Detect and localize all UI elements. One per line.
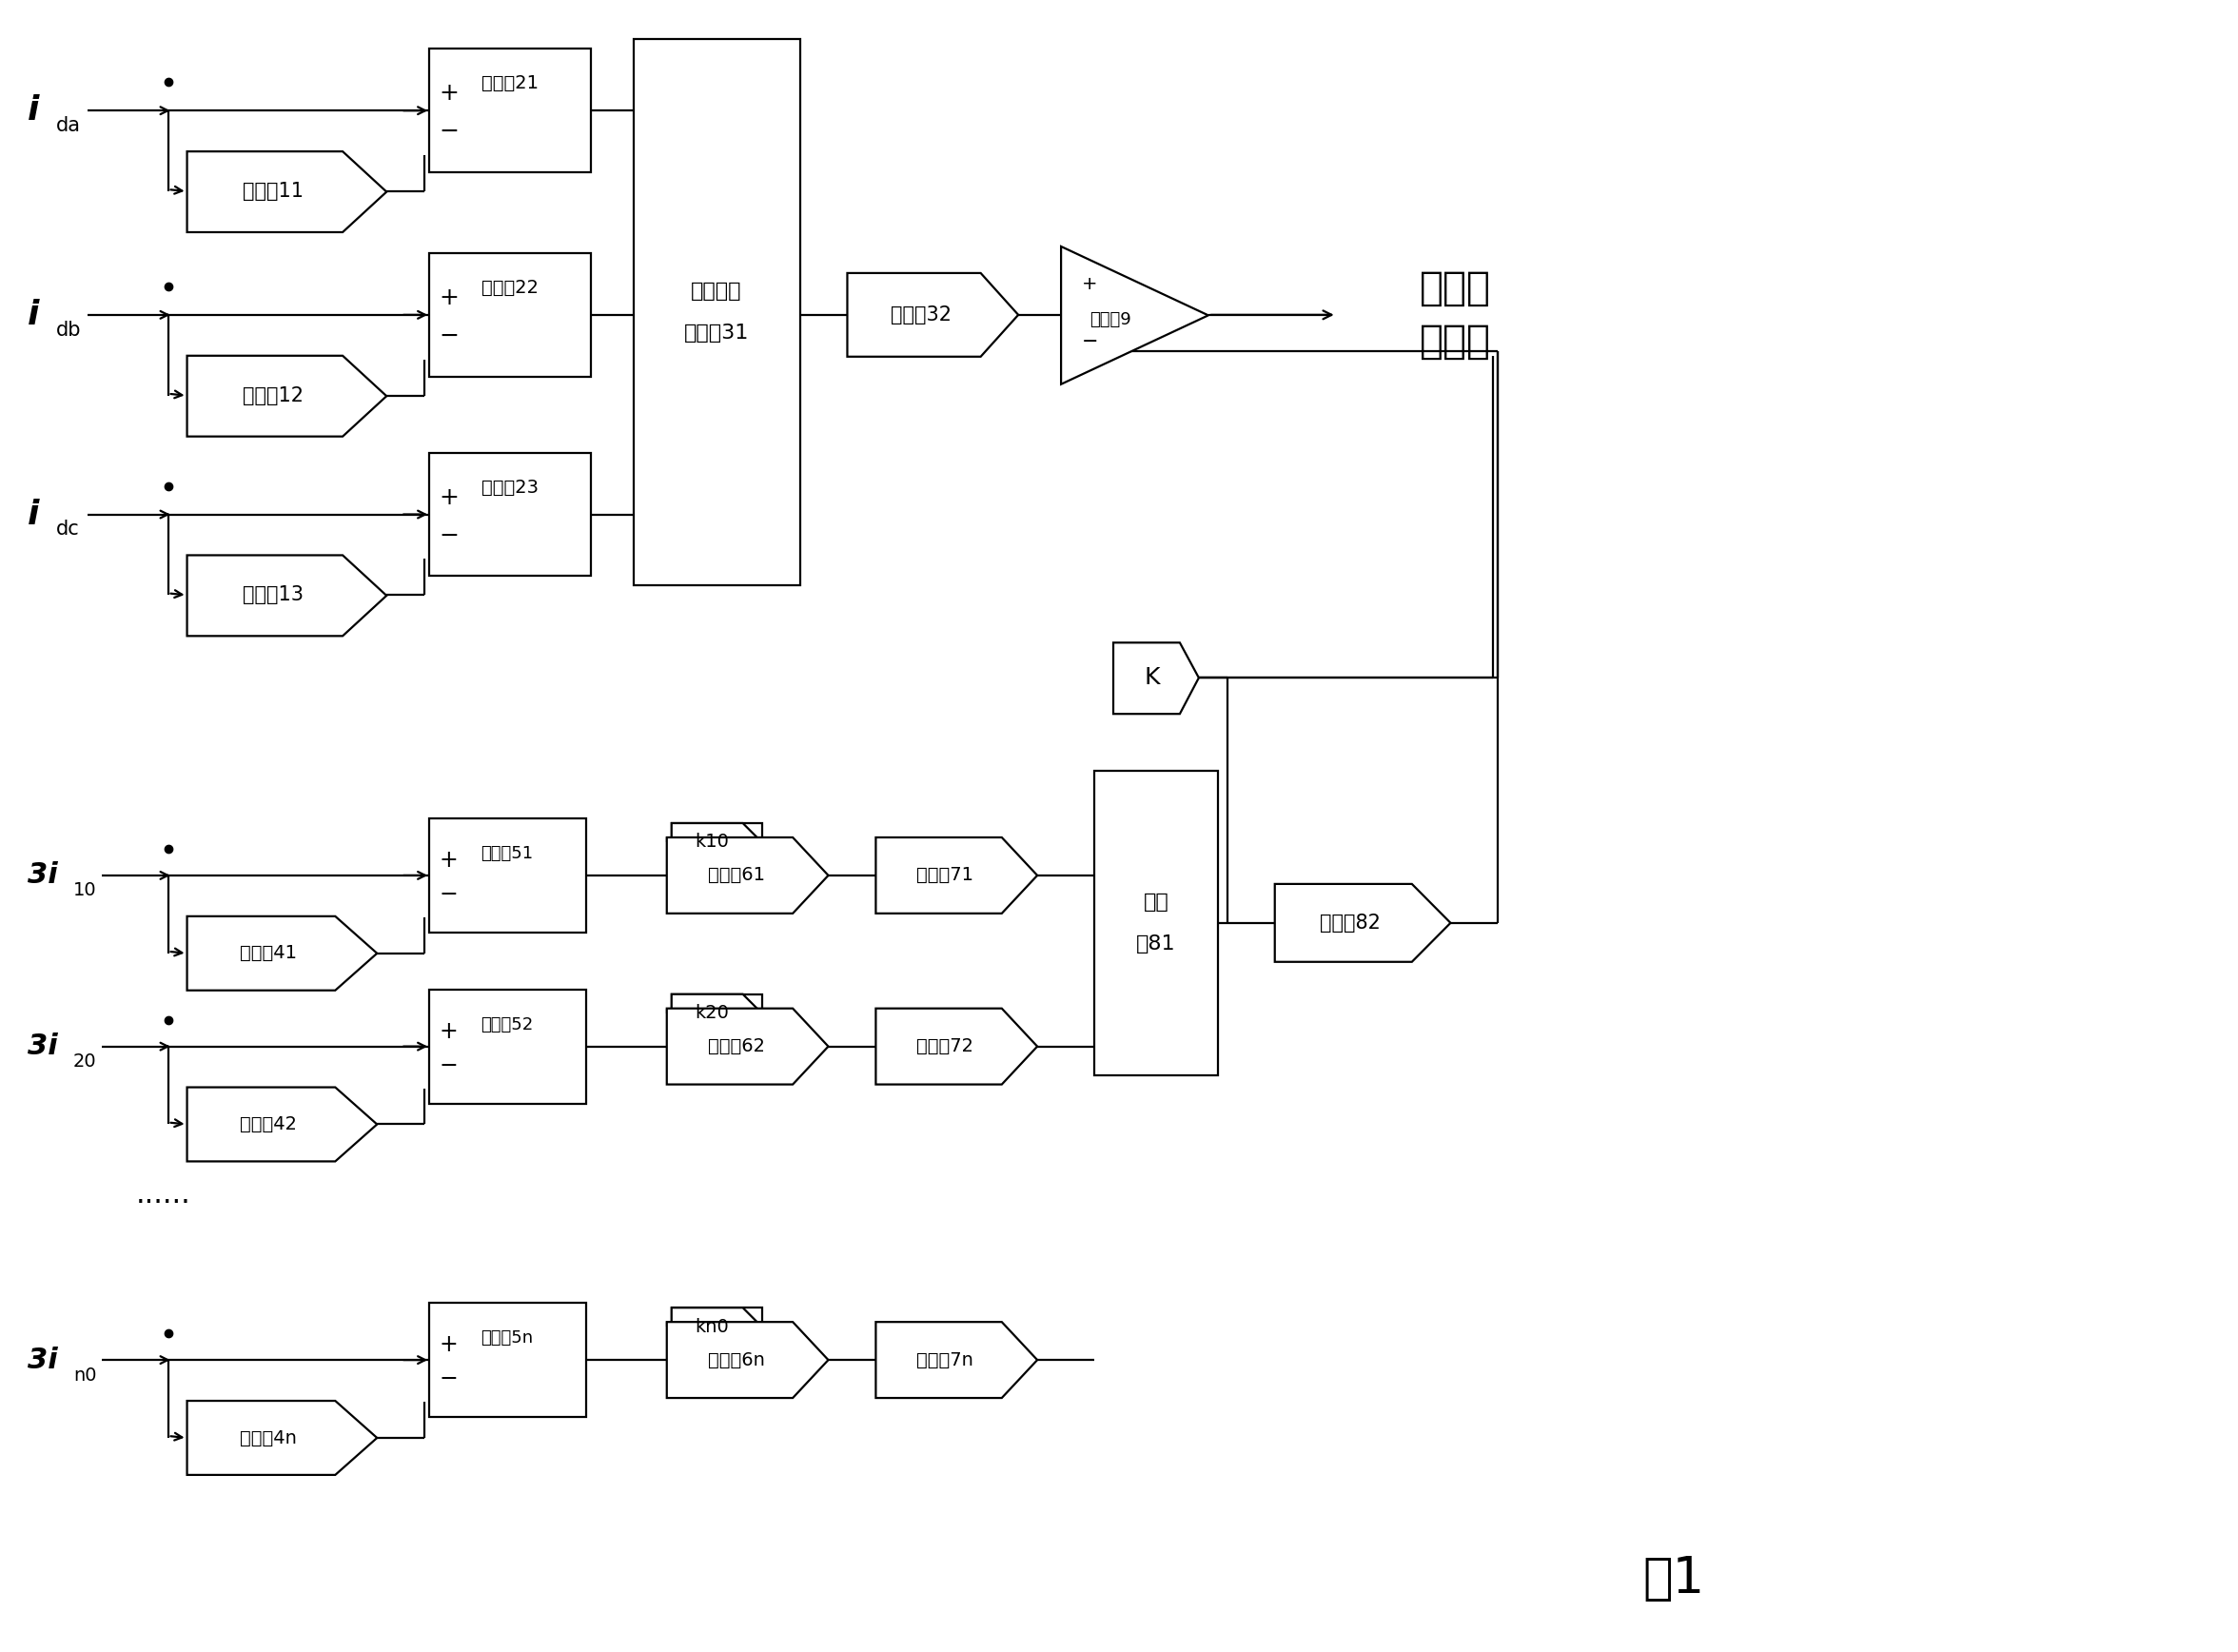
Bar [430,50,591,172]
Text: 乘法器82: 乘法器82 [1320,914,1381,932]
Text: −: − [439,1368,457,1391]
Text: +: + [439,83,459,104]
Polygon shape [875,1322,1036,1398]
Text: −: − [1081,332,1099,350]
Text: −: − [439,1054,457,1077]
Text: 滤波器6n: 滤波器6n [707,1351,765,1370]
Text: 器81: 器81 [1137,935,1175,953]
Text: 滤波器61: 滤波器61 [707,866,765,884]
Polygon shape [1276,884,1450,961]
Polygon shape [188,555,387,636]
Polygon shape [188,1087,376,1161]
Bar [671,995,761,1032]
Text: 减法器21: 减法器21 [481,74,539,93]
Text: db: db [56,320,81,340]
Text: +: + [439,486,459,509]
Text: 乘法器7n: 乘法器7n [918,1351,974,1370]
Text: 记忆器13: 记忆器13 [242,585,304,605]
Polygon shape [188,355,387,436]
Bar [430,453,591,577]
Polygon shape [667,1322,828,1398]
Text: 图1: 图1 [1643,1555,1705,1602]
Polygon shape [848,273,1018,357]
Text: 记忆器11: 记忆器11 [242,182,304,202]
Text: 滤波器32: 滤波器32 [891,306,951,324]
Text: n0: n0 [74,1366,96,1384]
Text: 三相制: 三相制 [1419,268,1491,309]
Polygon shape [667,838,828,914]
Polygon shape [1112,643,1200,714]
Text: kn0: kn0 [696,1318,730,1336]
Polygon shape [667,1008,828,1084]
Text: 乘法器71: 乘法器71 [918,866,974,884]
Polygon shape [671,823,761,861]
Text: 减法器23: 减法器23 [481,479,539,496]
Text: 记忆器12: 记忆器12 [242,387,304,405]
Text: 减法器52: 减法器52 [481,1016,533,1032]
Text: 记忆器42: 记忆器42 [239,1115,298,1133]
Bar [430,990,586,1104]
Text: i: i [27,299,40,330]
Polygon shape [188,917,376,990]
Text: 减法器22: 减法器22 [481,279,539,297]
Polygon shape [188,1401,376,1475]
Polygon shape [1061,246,1209,385]
Text: −: − [439,324,459,347]
Text: +: + [439,286,459,309]
Text: +: + [439,1333,457,1356]
Bar [671,823,761,861]
Text: −: − [439,524,459,547]
Bar [430,253,591,377]
Text: 记忆器4n: 记忆器4n [239,1429,298,1447]
Polygon shape [188,152,387,233]
Bar [1094,771,1217,1075]
Text: 滤波器62: 滤波器62 [707,1037,765,1056]
Text: 3i: 3i [27,1346,58,1374]
Polygon shape [671,1308,761,1346]
Text: 比较器9: 比较器9 [1090,311,1130,329]
Text: da: da [56,116,81,135]
Text: i: i [27,499,40,530]
Text: k20: k20 [696,1004,730,1023]
Bar [633,40,799,585]
Bar [430,1303,586,1417]
Bar [430,818,586,932]
Text: 乘法器72: 乘法器72 [918,1037,974,1056]
Text: i: i [27,94,40,127]
Text: 减法器5n: 减法器5n [481,1330,533,1346]
Text: +: + [1081,276,1097,294]
Text: 3i: 3i [27,1032,58,1061]
Text: dc: dc [56,520,81,539]
Text: 减法器51: 减法器51 [481,846,533,862]
Text: k10: k10 [696,833,730,851]
Text: −: − [439,882,457,905]
Text: 20: 20 [74,1052,96,1070]
Text: K: K [1144,666,1159,689]
Bar [671,1308,761,1346]
Text: 加法: 加法 [1144,892,1168,912]
Text: +: + [439,1019,457,1042]
Text: ······: ······ [137,1189,190,1218]
Text: 基波负序: 基波负序 [692,282,741,301]
Text: +: + [439,849,457,872]
Polygon shape [875,838,1036,914]
Polygon shape [671,995,761,1032]
Text: −: − [439,121,459,144]
Text: 动信号: 动信号 [1419,322,1491,362]
Text: 记忆器41: 记忆器41 [239,945,298,963]
Text: 滤过器31: 滤过器31 [683,324,750,344]
Polygon shape [875,1008,1036,1084]
Text: 3i: 3i [27,862,58,889]
Text: 10: 10 [74,882,96,900]
